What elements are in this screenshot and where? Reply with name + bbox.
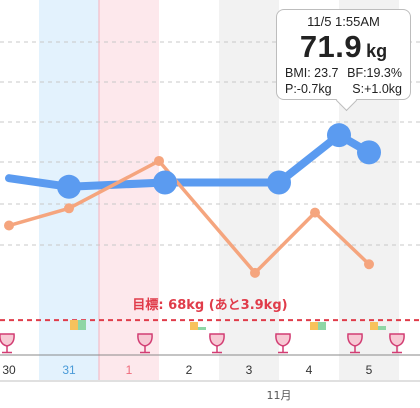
day-tick-label: 3 [246, 363, 253, 377]
tooltip-s: S:+1.0kg [352, 82, 402, 96]
day-tick-label: 5 [366, 363, 373, 377]
wine-glass-bowl [389, 333, 405, 347]
day-column-bg [99, 0, 159, 380]
wine-glass-bowl [275, 333, 291, 347]
tooltip-bmi: BMI: 23.7 [285, 66, 339, 80]
wine-glass-icon [347, 333, 363, 354]
tooltip-row-2: P:-0.7kg S:+1.0kg [285, 81, 402, 97]
weight-point [57, 174, 81, 199]
tooltip-weight-value: 71.9 [299, 29, 363, 64]
activity-bar [198, 327, 206, 330]
day-column-bg [219, 0, 279, 380]
day-tick-label: 31 [62, 363, 76, 377]
day-tick-label: 2 [186, 363, 193, 377]
weight-point [327, 123, 351, 148]
body-fat-line [7, 159, 371, 275]
tooltip-p: P:-0.7kg [285, 82, 332, 96]
data-point-tooltip: 11/5 1:55AM 71.9 kg BMI: 23.7 BF:19.3% P:… [276, 9, 411, 100]
body-fat-point [64, 203, 74, 214]
body-fat-point [4, 220, 14, 231]
body-fat-point [250, 267, 260, 278]
wine-glass-icon [389, 333, 405, 354]
weight-point [153, 170, 177, 195]
activity-bar [318, 322, 326, 330]
activity-bar [78, 320, 86, 330]
tooltip-weight: 71.9 kg [285, 29, 402, 65]
tooltip-date: 11/5 1:55AM [307, 14, 380, 29]
activity-bar [190, 322, 198, 330]
wine-glass-icon [0, 333, 15, 354]
body-fat-point [364, 259, 374, 270]
activity-bar [378, 326, 386, 330]
wine-glass-icon [137, 333, 153, 354]
wine-glass-bowl [0, 333, 15, 347]
activity-bar [70, 320, 78, 330]
wine-glass-icon [275, 333, 291, 354]
day-tick-label: 1 [126, 363, 133, 377]
goal-label: 目標: 68kg (あと3.9kg) [132, 297, 287, 313]
activity-bar [310, 322, 318, 330]
wine-glass-bowl [137, 333, 153, 347]
month-label: 11月 [267, 389, 292, 402]
body-fat-point [310, 207, 320, 218]
tooltip-body-fat: BF:19.3% [347, 66, 402, 80]
wine-glass-bowl [209, 333, 225, 347]
tooltip-weight-unit: kg [366, 41, 388, 61]
wine-glass-icon [209, 333, 225, 354]
weight-point [267, 170, 291, 195]
body-fat-point [154, 155, 164, 166]
day-tick-label: 30 [2, 363, 16, 377]
wine-glass-bowl [347, 333, 363, 347]
day-tick-label: 4 [306, 363, 313, 377]
activity-bar [370, 322, 378, 330]
weight-point [357, 140, 381, 165]
tooltip-row-1: BMI: 23.7 BF:19.3% [285, 65, 402, 81]
